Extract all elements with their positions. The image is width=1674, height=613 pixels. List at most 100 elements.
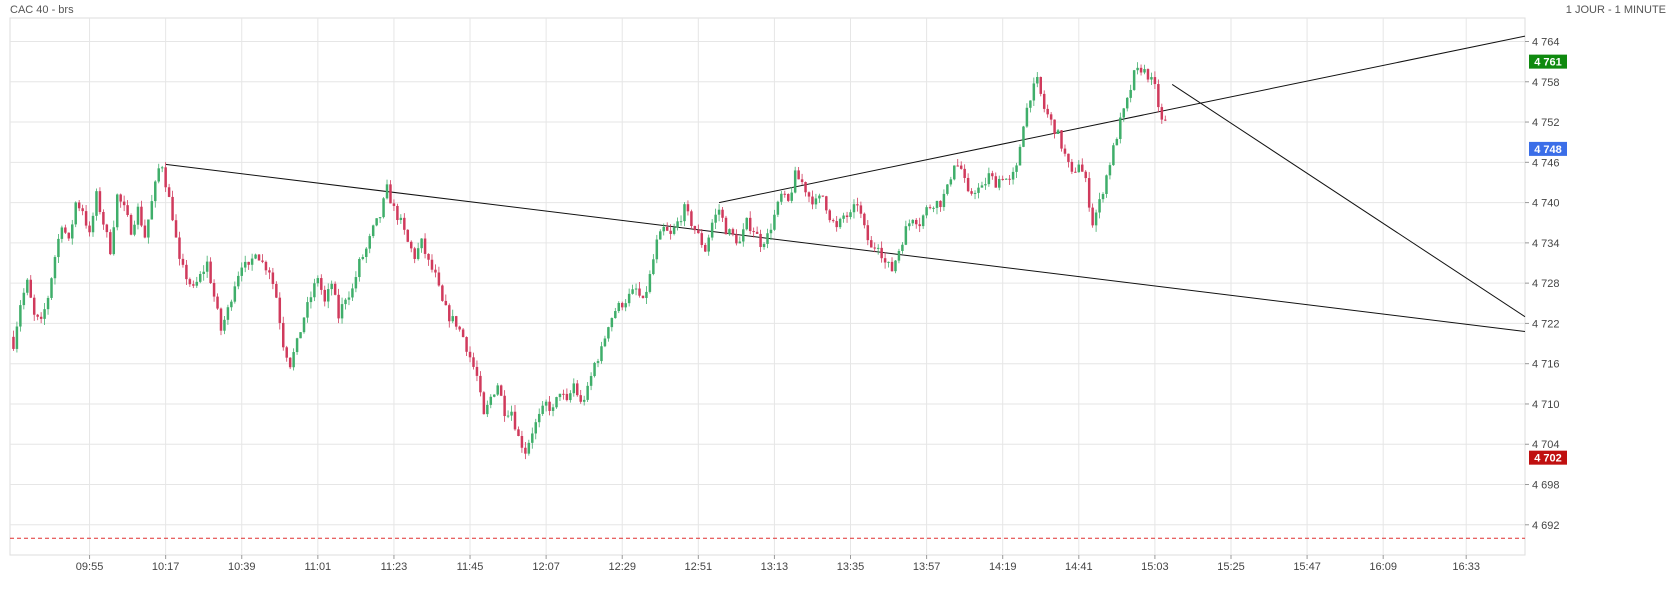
candle-body bbox=[1025, 107, 1029, 127]
candle-body bbox=[15, 326, 19, 349]
candle-body bbox=[143, 225, 147, 238]
x-tick-label: 13:57 bbox=[913, 561, 941, 573]
candle-body bbox=[365, 248, 368, 258]
candle-body bbox=[413, 248, 416, 259]
candle-body bbox=[358, 258, 361, 278]
candle-body bbox=[683, 204, 686, 222]
candle-body bbox=[537, 413, 541, 423]
candle-body bbox=[762, 243, 766, 248]
candle-body bbox=[233, 286, 237, 302]
candle-body bbox=[84, 211, 88, 226]
candle-body bbox=[237, 275, 240, 287]
candle-body bbox=[911, 219, 915, 224]
candle-body bbox=[1094, 212, 1098, 226]
x-tick-label: 15:47 bbox=[1293, 561, 1321, 573]
candle-body bbox=[361, 257, 365, 259]
x-tick-label: 10:39 bbox=[228, 561, 256, 573]
candle-body bbox=[551, 407, 555, 411]
candle-body bbox=[29, 279, 32, 298]
candle-body bbox=[340, 304, 344, 319]
candle-body bbox=[887, 261, 890, 263]
candle-body bbox=[320, 278, 323, 290]
candle-body bbox=[1077, 164, 1081, 173]
x-tick-label: 09:55 bbox=[76, 561, 104, 573]
candle-body bbox=[534, 422, 537, 434]
candle-body bbox=[1011, 171, 1015, 180]
candle-body bbox=[57, 238, 60, 258]
x-tick-label: 15:25 bbox=[1217, 561, 1245, 573]
price-badge-bg bbox=[1529, 141, 1567, 156]
candle-body bbox=[1042, 93, 1046, 109]
candle-body bbox=[399, 217, 403, 221]
candle-body bbox=[32, 297, 36, 315]
candle-body bbox=[1032, 83, 1036, 101]
candle-body bbox=[894, 260, 897, 272]
candle-body bbox=[195, 281, 199, 286]
candle-body bbox=[278, 297, 282, 323]
candle-body bbox=[935, 200, 939, 208]
candle-body bbox=[351, 288, 354, 298]
candle-body bbox=[631, 289, 634, 294]
candle-body bbox=[793, 170, 797, 193]
candle-body bbox=[897, 250, 901, 261]
x-tick-label: 12:07 bbox=[532, 561, 560, 573]
candle-body bbox=[181, 258, 185, 265]
candle-body bbox=[856, 204, 859, 206]
candle-body bbox=[171, 196, 174, 221]
candle-body bbox=[154, 181, 157, 202]
candle-body bbox=[939, 200, 942, 208]
candle-body bbox=[448, 305, 451, 322]
candle-body bbox=[306, 302, 309, 318]
candle-body bbox=[375, 218, 378, 226]
candle-body bbox=[347, 297, 351, 300]
candle-body bbox=[987, 173, 991, 185]
candle-body bbox=[437, 272, 441, 286]
candle-body bbox=[136, 206, 140, 225]
candle-body bbox=[870, 240, 873, 248]
candle-body bbox=[230, 301, 233, 308]
candle-body bbox=[133, 224, 136, 235]
candle-body bbox=[444, 300, 448, 306]
candle-body bbox=[890, 261, 894, 272]
price-badge-bg bbox=[1529, 450, 1567, 465]
x-tick-label: 12:29 bbox=[608, 561, 636, 573]
candle-body bbox=[164, 167, 167, 188]
candle-body bbox=[330, 283, 333, 290]
candle-body bbox=[427, 253, 430, 260]
candle-body bbox=[710, 222, 714, 238]
candle-body bbox=[434, 269, 437, 273]
candle-body bbox=[769, 229, 773, 234]
x-tick-label: 10:17 bbox=[152, 561, 180, 573]
candle-body bbox=[167, 187, 171, 197]
candle-body bbox=[316, 278, 320, 284]
period-label: 1 JOUR - 1 MINUTE bbox=[1566, 4, 1666, 16]
candle-body bbox=[271, 272, 275, 284]
candle-body bbox=[759, 233, 762, 248]
candle-body bbox=[932, 207, 935, 209]
candle-body bbox=[665, 226, 669, 231]
candle-body bbox=[555, 397, 558, 408]
price-badge: 4 748 bbox=[1529, 141, 1567, 156]
y-tick-label: 4 698 bbox=[1532, 480, 1560, 492]
candle-body bbox=[285, 347, 288, 358]
candle-body bbox=[586, 385, 589, 400]
candle-body bbox=[46, 297, 50, 310]
candle-body bbox=[513, 411, 517, 430]
candle-body bbox=[800, 179, 804, 183]
candle-body bbox=[620, 302, 624, 308]
candle-body bbox=[1081, 164, 1084, 172]
candle-body bbox=[773, 214, 776, 230]
y-tick-label: 4 716 bbox=[1532, 359, 1560, 371]
candle-body bbox=[966, 177, 970, 192]
candle-body bbox=[43, 309, 46, 319]
candle-body bbox=[707, 237, 710, 252]
candle-body bbox=[627, 293, 631, 304]
chart-grid bbox=[9, 17, 1526, 556]
candle-body bbox=[520, 435, 524, 448]
candle-body bbox=[548, 401, 551, 411]
candle-body bbox=[88, 225, 91, 233]
y-tick-label: 4 734 bbox=[1532, 238, 1560, 250]
candle-body bbox=[738, 241, 742, 244]
candle-body bbox=[212, 283, 216, 297]
candle-body bbox=[247, 261, 250, 265]
